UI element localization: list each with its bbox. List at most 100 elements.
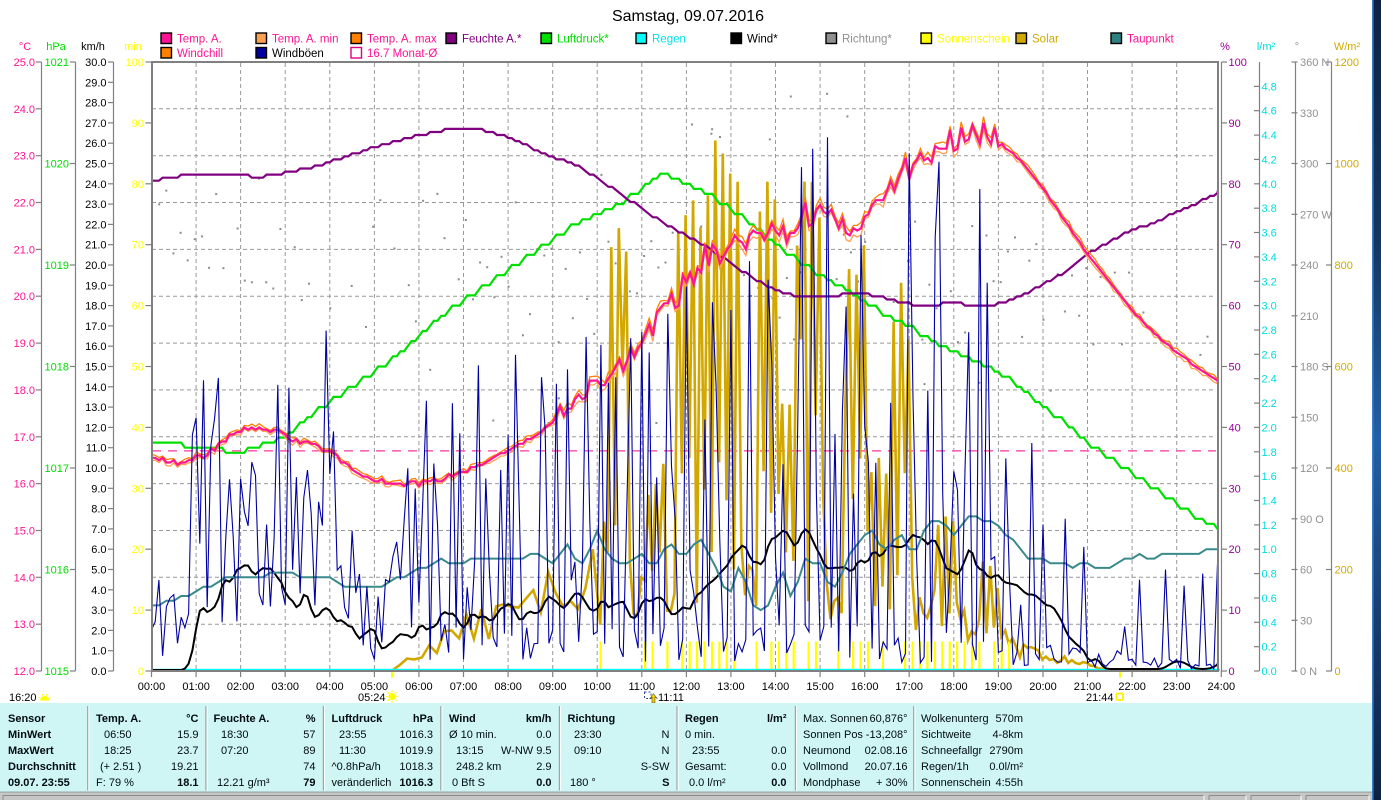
svg-text:0 Bft S: 0 Bft S	[452, 777, 485, 789]
svg-text:09.07. 23:55: 09.07. 23:55	[8, 777, 70, 789]
svg-text:2.9: 2.9	[536, 761, 551, 773]
svg-text:12.21 g/m³: 12.21 g/m³	[217, 777, 270, 789]
svg-text:13.0: 13.0	[14, 619, 35, 631]
svg-text:22.0: 22.0	[14, 198, 35, 210]
svg-text:17.0: 17.0	[14, 432, 35, 444]
svg-text:57: 57	[303, 729, 315, 741]
svg-text:9.0: 9.0	[91, 483, 106, 495]
svg-text:N: N	[662, 745, 670, 757]
svg-text:Max. Sonnen: Max. Sonnen	[803, 713, 868, 725]
svg-text:18:00: 18:00	[940, 681, 968, 693]
svg-text:Durchschnitt: Durchschnitt	[8, 761, 76, 773]
svg-text:70: 70	[1229, 240, 1241, 252]
svg-text:89: 89	[303, 745, 315, 757]
svg-text:1.2: 1.2	[1262, 520, 1277, 532]
svg-text:74: 74	[303, 761, 315, 773]
svg-text:16.7 Monat-Ø: 16.7 Monat-Ø	[367, 48, 437, 60]
svg-text:0.0: 0.0	[536, 777, 551, 789]
svg-text:180 °: 180 °	[570, 777, 596, 789]
svg-text:S-SW: S-SW	[641, 761, 670, 773]
svg-text:0.0: 0.0	[1262, 666, 1277, 678]
svg-text:14.0: 14.0	[14, 572, 35, 584]
svg-text:0.0: 0.0	[771, 745, 786, 757]
svg-text:29.0: 29.0	[85, 77, 106, 89]
svg-text:2.0: 2.0	[91, 625, 106, 637]
svg-text:248.2 km: 248.2 km	[456, 761, 501, 773]
svg-text:Feuchte A.: Feuchte A.	[214, 713, 270, 725]
svg-text:50: 50	[1229, 362, 1241, 374]
svg-text:05:24: 05:24	[358, 692, 386, 704]
svg-text:4.4: 4.4	[1262, 130, 1277, 142]
svg-text:MinWert: MinWert	[8, 729, 52, 741]
svg-text:Solar: Solar	[1032, 34, 1059, 46]
svg-text:05:00: 05:00	[361, 681, 389, 693]
svg-text:23.7: 23.7	[177, 745, 198, 757]
svg-text:30: 30	[132, 483, 144, 495]
svg-text:2.0: 2.0	[1262, 422, 1277, 434]
svg-text:+ 30%: + 30%	[876, 777, 908, 789]
svg-text:Vollmond: Vollmond	[803, 761, 848, 773]
svg-text:2.8: 2.8	[1262, 325, 1277, 337]
svg-text:8.0: 8.0	[91, 504, 106, 516]
svg-text:1018.3: 1018.3	[399, 761, 433, 773]
svg-text:0.0: 0.0	[771, 761, 786, 773]
svg-text:25.0: 25.0	[85, 159, 106, 171]
svg-text:10: 10	[1229, 605, 1241, 617]
svg-text:0.0l/m²: 0.0l/m²	[989, 761, 1023, 773]
svg-text:23:55: 23:55	[692, 745, 720, 757]
svg-text:17:00: 17:00	[895, 681, 923, 693]
svg-text:15.0: 15.0	[14, 526, 35, 538]
svg-text:15.0: 15.0	[85, 362, 106, 374]
svg-text:24.0: 24.0	[85, 179, 106, 191]
svg-text:Regen: Regen	[685, 713, 719, 725]
svg-text:30: 30	[1229, 483, 1241, 495]
svg-text:14.0: 14.0	[85, 382, 106, 394]
svg-text:06:50: 06:50	[104, 729, 132, 741]
svg-text:1015: 1015	[45, 666, 69, 678]
svg-text:1018: 1018	[45, 362, 69, 374]
svg-text:%: %	[1220, 41, 1230, 53]
svg-text:210: 210	[1300, 311, 1318, 323]
svg-text:25.0: 25.0	[14, 57, 35, 69]
svg-text:0.0: 0.0	[771, 777, 786, 789]
svg-text:Wind*: Wind*	[747, 34, 778, 46]
svg-text:60: 60	[132, 301, 144, 313]
svg-text:360 N: 360 N	[1300, 57, 1329, 69]
svg-text:22.0: 22.0	[85, 219, 106, 231]
svg-text:24.0: 24.0	[14, 104, 35, 116]
svg-text:3.8: 3.8	[1262, 203, 1277, 215]
svg-text:1.6: 1.6	[1262, 471, 1277, 483]
svg-text:23.0: 23.0	[85, 199, 106, 211]
svg-text:02.08.16: 02.08.16	[865, 745, 908, 757]
svg-text:0.6: 0.6	[1262, 593, 1277, 605]
svg-text:400: 400	[1335, 463, 1353, 475]
svg-text:04:00: 04:00	[316, 681, 344, 693]
svg-text:10.0: 10.0	[85, 463, 106, 475]
svg-text:40: 40	[132, 422, 144, 434]
svg-text:Temp. A.: Temp. A.	[177, 34, 222, 46]
svg-text:3.2: 3.2	[1262, 276, 1277, 288]
svg-text:%: %	[306, 713, 316, 725]
svg-text:01:00: 01:00	[182, 681, 210, 693]
svg-text:0 min.: 0 min.	[685, 729, 715, 741]
svg-text:21.0: 21.0	[14, 244, 35, 256]
svg-text:1019: 1019	[45, 260, 69, 272]
svg-text:S: S	[662, 777, 669, 789]
svg-text:1020: 1020	[45, 159, 69, 171]
svg-text:17.0: 17.0	[85, 321, 106, 333]
svg-text:Gesamt:: Gesamt:	[685, 761, 727, 773]
svg-text:2.2: 2.2	[1262, 398, 1277, 410]
svg-text:hPa: hPa	[46, 41, 66, 53]
svg-text:Richtung*: Richtung*	[842, 34, 892, 46]
svg-text:15:00: 15:00	[806, 681, 834, 693]
svg-text:200: 200	[1335, 565, 1353, 577]
svg-text:Richtung: Richtung	[568, 713, 616, 725]
svg-text:3.4: 3.4	[1262, 252, 1277, 264]
svg-text:Temp. A. max: Temp. A. max	[367, 34, 437, 46]
svg-text:15.9: 15.9	[177, 729, 198, 741]
svg-text:2.6: 2.6	[1262, 349, 1277, 361]
svg-text:Windchill: Windchill	[177, 48, 223, 60]
svg-text:40: 40	[1229, 422, 1241, 434]
svg-text:13.0: 13.0	[85, 402, 106, 414]
svg-text:Schneefallgr: Schneefallgr	[921, 745, 982, 757]
